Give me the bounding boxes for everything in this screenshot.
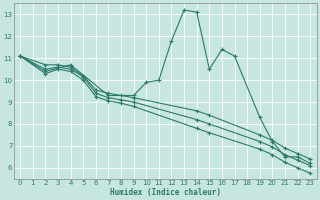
X-axis label: Humidex (Indice chaleur): Humidex (Indice chaleur) — [110, 188, 221, 197]
